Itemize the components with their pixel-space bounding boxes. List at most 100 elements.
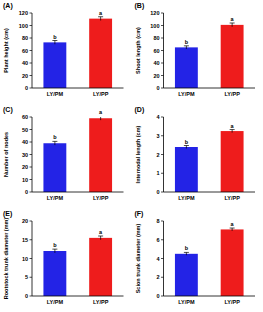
error-stem [232, 23, 233, 27]
x-tick-label: LY/PP [93, 91, 109, 97]
panel-label: (F) [135, 210, 144, 218]
error-cap [184, 145, 189, 146]
y-tick-label: 100 [150, 23, 159, 29]
error-bar [184, 146, 189, 149]
y-tick-label: 80 [22, 35, 28, 41]
y-tick-label: 50 [22, 127, 28, 133]
bar [43, 42, 66, 88]
y-tick-label: 4 [156, 114, 160, 120]
error-bar [184, 46, 189, 49]
panel: (A)Plant height (cm)020406080100120bLY/P… [3, 2, 124, 97]
marks [43, 17, 112, 88]
panel: (B)Shoot length (cm)020406080100120bLY/P… [135, 2, 256, 97]
error-bar [230, 130, 235, 133]
error-cap [184, 252, 189, 253]
panel-label: (C) [3, 106, 13, 114]
bar [175, 147, 198, 192]
panel-label: (D) [135, 106, 145, 114]
y-tick-label: 10 [22, 256, 28, 262]
error-bar [52, 249, 57, 253]
error-bar [52, 141, 57, 145]
significance-letter: b [53, 242, 57, 248]
y-tick-label: 40 [22, 139, 28, 145]
x-tick-label: LY/PM [178, 299, 195, 305]
y-tick-label: 20 [22, 73, 28, 79]
error-bar [230, 228, 235, 231]
error-stem [54, 249, 55, 253]
significance-letter: b [185, 139, 189, 145]
y-tick-label: 2 [156, 152, 159, 158]
y-axis [32, 117, 33, 192]
bar [89, 19, 112, 88]
y-axis-label: Number of nodes [3, 132, 9, 177]
significance-letter: b [53, 34, 57, 40]
y-tick-label: 8 [156, 218, 159, 224]
panel-label: (E) [3, 210, 12, 218]
y-tick-label: 3 [156, 133, 159, 139]
error-bar [230, 23, 235, 27]
marks [175, 130, 244, 192]
figure: (A)Plant height (cm)020406080100120bLY/P… [0, 0, 263, 312]
y-tick-label: 40 [22, 60, 28, 66]
marks [175, 228, 244, 296]
x-axis [32, 296, 124, 297]
panel: (D)Internodal length (cm)01234bLY/PMaLY/… [135, 106, 256, 201]
x-tick-label: LY/PP [93, 195, 109, 201]
y-axis-label: Internodal length (cm) [135, 125, 141, 183]
y-axis-label: Rootstock trunk diameter (mm) [3, 218, 9, 300]
significance-letter: a [99, 229, 103, 235]
x-tick-label: LY/PM [47, 195, 64, 201]
x-tick-label: LY/PP [224, 91, 240, 97]
error-cap [52, 141, 57, 142]
y-axis [32, 221, 33, 296]
y-tick-label: 30 [22, 152, 28, 158]
error-cap [184, 45, 189, 46]
error-stem [186, 252, 187, 255]
y-axis-label: Scion trunk diameter (mm) [135, 223, 141, 293]
significance-letter: a [99, 109, 103, 115]
bar [89, 238, 112, 296]
error-stem [100, 236, 101, 240]
y-tick-label: 10 [22, 177, 28, 183]
x-axis [164, 192, 256, 193]
x-axis [164, 296, 256, 297]
significance-letter: b [185, 245, 189, 251]
error-stem [54, 41, 55, 45]
y-axis [163, 221, 164, 296]
y-tick-label: 0 [25, 85, 28, 91]
x-tick-label: LY/PM [47, 91, 64, 97]
marks [43, 117, 112, 192]
bar [43, 143, 66, 192]
y-tick-label: 120 [19, 10, 28, 16]
x-tick-label: LY/PM [47, 299, 64, 305]
bar [175, 47, 198, 88]
x-tick-label: LY/PP [93, 299, 109, 305]
y-tick-label: 0 [156, 189, 159, 195]
panel-label: (A) [3, 2, 13, 10]
x-axis [32, 192, 124, 193]
marks [175, 23, 244, 88]
y-axis [163, 13, 164, 88]
panel: (C)Number of nodes0102030405060bLY/PMaLY… [3, 106, 124, 201]
y-axis-label: Shoot length (cm) [135, 27, 141, 74]
y-tick-label: 5 [25, 274, 28, 280]
y-axis [163, 117, 164, 192]
y-tick-label: 60 [22, 114, 28, 120]
error-stem [232, 130, 233, 133]
y-tick-label: 0 [156, 85, 159, 91]
y-tick-label: 4 [156, 256, 160, 262]
error-cap [52, 249, 57, 250]
x-axis [164, 88, 256, 89]
error-cap [230, 228, 235, 229]
y-tick-label: 15 [22, 237, 28, 243]
error-cap [98, 236, 103, 237]
y-tick-label: 6 [156, 237, 159, 243]
y-tick-label: 20 [22, 164, 28, 170]
y-tick-label: 80 [153, 35, 159, 41]
x-axis [32, 88, 124, 89]
significance-letter: b [53, 134, 57, 140]
error-bar [98, 117, 103, 120]
x-tick-label: LY/PP [224, 299, 240, 305]
y-tick-label: 100 [19, 23, 28, 29]
error-bar [98, 236, 103, 240]
